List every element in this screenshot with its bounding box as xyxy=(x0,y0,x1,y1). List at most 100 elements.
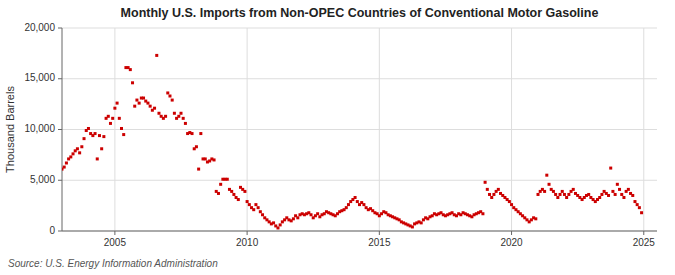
point xyxy=(261,213,264,216)
point xyxy=(609,167,612,170)
point xyxy=(118,117,121,120)
point xyxy=(246,200,249,203)
ticks: 05,00010,00015,00020,0002005201020152020… xyxy=(24,22,655,248)
y-grid-line xyxy=(62,231,657,232)
point xyxy=(600,193,603,196)
grid xyxy=(62,28,657,231)
point xyxy=(113,107,116,110)
point xyxy=(237,198,240,201)
source-note: Source: U.S. Energy Information Administ… xyxy=(8,258,218,269)
y-tick-label: 20,000 xyxy=(24,22,55,33)
point xyxy=(345,206,348,209)
y-grid-line xyxy=(62,180,657,181)
x-grid-line xyxy=(114,28,115,231)
x-tick-label: 2015 xyxy=(368,237,391,248)
point xyxy=(257,206,260,209)
point xyxy=(559,193,562,196)
point xyxy=(83,137,86,140)
x-axis-line xyxy=(62,231,657,232)
point xyxy=(567,193,570,196)
y-tick-label: 10,000 xyxy=(24,123,55,134)
point xyxy=(640,211,643,214)
point xyxy=(631,194,634,197)
point xyxy=(587,193,590,196)
point xyxy=(556,196,559,199)
point xyxy=(561,190,564,193)
point xyxy=(109,122,112,125)
point xyxy=(191,132,194,135)
chart: 05,00010,00015,00020,0002005201020152020… xyxy=(0,0,675,275)
point xyxy=(252,208,255,211)
point xyxy=(486,188,489,191)
y-tick xyxy=(58,28,62,29)
point xyxy=(362,203,365,206)
point xyxy=(638,206,641,209)
point xyxy=(116,102,119,105)
point xyxy=(182,117,185,120)
point xyxy=(316,212,319,215)
point xyxy=(622,196,625,199)
point xyxy=(534,217,537,220)
x-tick xyxy=(643,231,644,235)
point xyxy=(543,190,546,193)
point xyxy=(510,203,513,206)
y-tick xyxy=(58,180,62,181)
point xyxy=(620,193,623,196)
point xyxy=(488,193,491,196)
point xyxy=(607,194,610,197)
point xyxy=(563,193,566,196)
point xyxy=(565,196,568,199)
point xyxy=(72,152,75,155)
point xyxy=(259,210,262,213)
point xyxy=(354,196,357,199)
point xyxy=(80,145,83,148)
point xyxy=(598,196,601,199)
title: Monthly U.S. Imports from Non-OPEC Count… xyxy=(121,6,599,20)
point xyxy=(173,112,176,115)
point xyxy=(611,190,614,193)
point xyxy=(197,168,200,171)
point xyxy=(618,188,621,191)
point xyxy=(164,115,167,118)
x-tick xyxy=(247,231,248,235)
point xyxy=(180,112,183,115)
x-grid-line xyxy=(247,28,248,231)
point xyxy=(420,221,423,224)
point xyxy=(177,115,180,118)
x-tick xyxy=(379,231,380,235)
x-grid-line xyxy=(379,28,380,231)
point xyxy=(213,158,216,161)
point xyxy=(138,102,141,105)
point xyxy=(508,200,511,203)
point xyxy=(87,127,90,130)
point xyxy=(133,105,136,108)
point xyxy=(272,221,275,224)
point xyxy=(219,183,222,186)
y-grid-line xyxy=(62,129,657,130)
point xyxy=(107,115,110,118)
point xyxy=(490,196,493,199)
point xyxy=(94,132,97,135)
y-tick-label: 15,000 xyxy=(24,72,55,83)
x-tick xyxy=(511,231,512,235)
point xyxy=(149,105,152,108)
point xyxy=(204,157,207,160)
point xyxy=(356,200,359,203)
x-tick-label: 2005 xyxy=(104,237,127,248)
point xyxy=(135,99,138,102)
point xyxy=(155,54,158,57)
x-tick-label: 2020 xyxy=(500,237,523,248)
point xyxy=(98,134,101,137)
point xyxy=(497,188,500,191)
point xyxy=(279,223,282,226)
x-tick xyxy=(114,231,115,235)
point xyxy=(310,213,313,216)
point xyxy=(243,190,246,193)
point xyxy=(184,122,187,125)
point xyxy=(102,135,105,138)
point xyxy=(230,190,233,193)
point xyxy=(276,226,279,229)
point xyxy=(131,81,134,84)
point xyxy=(554,193,557,196)
y-grid-line xyxy=(62,78,657,79)
